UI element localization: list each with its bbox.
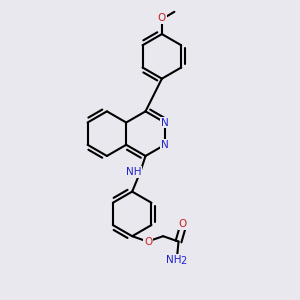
Text: NH: NH (126, 167, 141, 177)
Text: N: N (161, 140, 169, 150)
Text: N: N (161, 118, 169, 128)
Text: 2: 2 (181, 256, 187, 266)
Text: O: O (144, 236, 152, 247)
Text: NH: NH (166, 255, 181, 265)
Text: O: O (179, 219, 187, 229)
Text: O: O (158, 13, 166, 23)
